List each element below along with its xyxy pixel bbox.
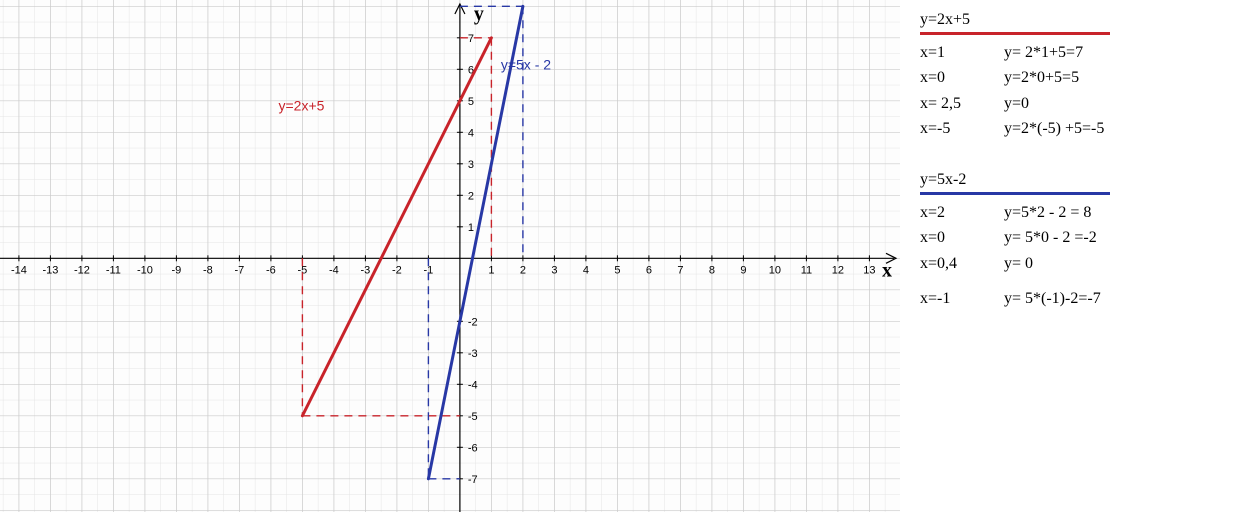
table-cell: y= 0 (1004, 252, 1103, 277)
svg-text:-12: -12 (74, 264, 90, 276)
blue-eq-table: x=2y=5*2 - 2 = 8 x=0y= 5*0 - 2 =-2 x=0,4… (920, 201, 1103, 277)
svg-text:-3: -3 (361, 264, 371, 276)
table-cell: x=0 (920, 66, 1004, 91)
svg-text:-5: -5 (468, 411, 478, 423)
svg-text:13: 13 (863, 264, 875, 276)
blue-eq-table-2: x=-1y= 5*(-1)-2=-7 (920, 287, 1107, 312)
svg-text:-6: -6 (468, 442, 478, 454)
svg-text:3: 3 (468, 159, 474, 171)
table-cell: x=2 (920, 201, 1004, 226)
blue-eq-header: y=5x-2 (920, 168, 966, 192)
coordinate-plot: -14-13-12-11-10-9-8-7-6-5-4-3-2-11234567… (0, 0, 900, 512)
table-cell: y=2*(-5) +5=-5 (1004, 117, 1110, 142)
table-cell: y= 5*(-1)-2=-7 (1004, 287, 1107, 312)
svg-text:-4: -4 (468, 379, 478, 391)
table-cell: x=1 (920, 41, 1004, 66)
svg-text:1: 1 (488, 264, 494, 276)
table-cell: y=2*0+5=5 (1004, 66, 1110, 91)
table-cell: y= 5*0 - 2 =-2 (1004, 226, 1103, 251)
svg-text:-4: -4 (329, 264, 339, 276)
table-cell: x=0 (920, 226, 1004, 251)
svg-text:-11: -11 (106, 264, 121, 276)
svg-text:-8: -8 (203, 264, 213, 276)
svg-text:-7: -7 (235, 264, 245, 276)
svg-text:5: 5 (468, 96, 474, 108)
svg-text:8: 8 (709, 264, 715, 276)
svg-text:2: 2 (468, 190, 474, 202)
svg-text:7: 7 (468, 33, 474, 45)
svg-text:-9: -9 (172, 264, 182, 276)
svg-text:1: 1 (468, 222, 474, 234)
table-cell: y= 2*1+5=7 (1004, 41, 1110, 66)
svg-text:-2: -2 (468, 316, 478, 328)
svg-text:11: 11 (801, 264, 812, 276)
table-cell: x=-1 (920, 287, 1004, 312)
calculations-panel: y=2x+5 x=1y= 2*1+5=7 x=0y=2*0+5=5 x= 2,5… (920, 8, 1240, 312)
red-eq-header: y=2x+5 (920, 8, 970, 32)
table-cell: x= 2,5 (920, 92, 1004, 117)
table-cell: y=0 (1004, 92, 1110, 117)
svg-text:2: 2 (520, 264, 526, 276)
svg-text:-2: -2 (392, 264, 402, 276)
blue-eq-header-underline: y=5x-2 (920, 168, 1110, 195)
svg-text:-10: -10 (137, 264, 153, 276)
red-eq-table: x=1y= 2*1+5=7 x=0y=2*0+5=5 x= 2,5y=0 x=-… (920, 41, 1110, 142)
svg-text:7: 7 (677, 264, 683, 276)
svg-text:y=5x - 2: y=5x - 2 (501, 56, 551, 72)
svg-text:-7: -7 (468, 474, 478, 486)
svg-text:3: 3 (551, 264, 557, 276)
svg-text:4: 4 (468, 127, 474, 139)
svg-text:-6: -6 (266, 264, 276, 276)
table-cell: y=5*2 - 2 = 8 (1004, 201, 1103, 226)
svg-text:12: 12 (832, 264, 844, 276)
svg-text:5: 5 (614, 264, 620, 276)
svg-text:9: 9 (740, 264, 746, 276)
table-cell: x=0,4 (920, 252, 1004, 277)
svg-text:-14: -14 (11, 264, 27, 276)
svg-text:-3: -3 (468, 348, 478, 360)
red-eq-header-underline: y=2x+5 (920, 8, 1110, 35)
svg-text:-13: -13 (42, 264, 58, 276)
svg-text:y=2x+5: y=2x+5 (279, 97, 325, 113)
table-cell: x=-5 (920, 117, 1004, 142)
svg-text:x: x (882, 259, 892, 281)
svg-text:4: 4 (583, 264, 589, 276)
svg-text:10: 10 (769, 264, 781, 276)
svg-text:6: 6 (646, 264, 652, 276)
